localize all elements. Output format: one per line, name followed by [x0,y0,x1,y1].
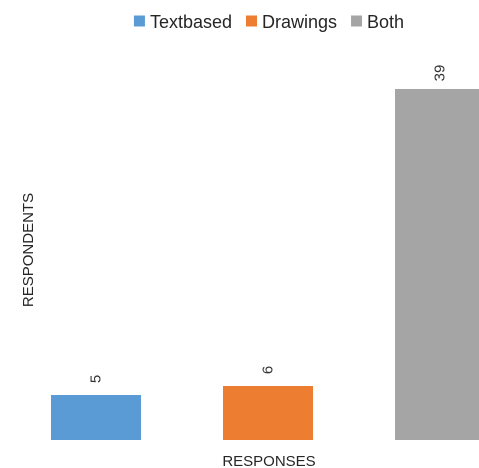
legend-swatch-both [351,15,363,27]
legend-label-both: Both [367,12,404,32]
data-label-drawings: 6 [260,366,277,374]
y-axis-title: RESPONDENTS [20,193,37,307]
legend-swatch-drawings [246,15,257,27]
legend: Textbased Drawings Both [133,12,404,32]
data-label-both: 39 [432,65,449,82]
data-label-textbased: 5 [88,375,105,383]
data-labels-group: 5 6 39 [88,65,449,384]
bar-drawings [223,386,313,440]
legend-label-textbased: Textbased [150,12,232,32]
bar-both [395,89,479,440]
legend-label-drawings: Drawings [262,12,337,32]
bar-textbased [51,395,141,440]
x-axis-title: RESPONSES [222,453,315,468]
bars-group [51,89,479,440]
legend-swatch-textbased [133,15,145,27]
